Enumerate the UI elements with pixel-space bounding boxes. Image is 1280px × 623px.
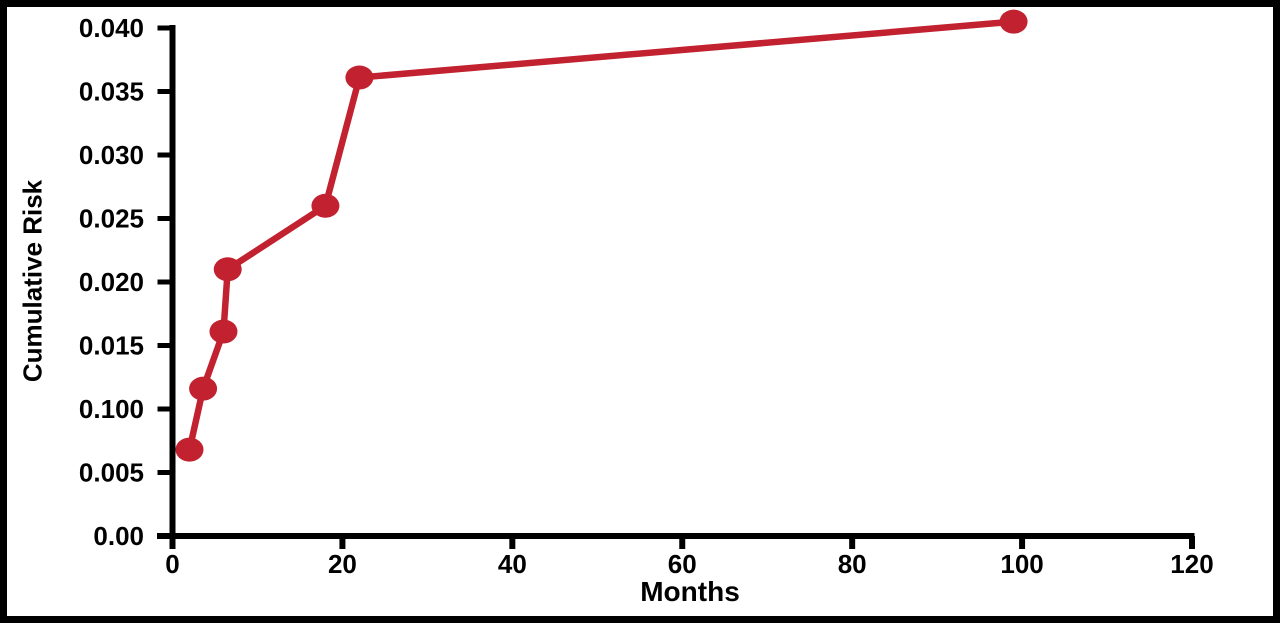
x-tick-label: 120 [1170, 549, 1213, 579]
data-point-marker [209, 319, 238, 344]
y-tick-label: 0.035 [79, 77, 144, 107]
y-tick-label: 0.100 [79, 394, 144, 424]
y-tick-label: 0.025 [79, 204, 144, 234]
data-point-marker [345, 65, 374, 90]
data-point-marker [175, 437, 204, 462]
x-tick-label: 40 [498, 549, 527, 579]
y-tick-label: 0.005 [79, 458, 144, 488]
x-tick-label: 100 [1000, 549, 1043, 579]
y-axis-title: Cumulative Risk [17, 179, 48, 383]
y-tick-label: 0.030 [79, 140, 144, 170]
x-axis-title: Months [640, 576, 740, 607]
y-tick-label: 0.015 [79, 331, 144, 361]
data-point-marker [189, 376, 218, 401]
data-point-marker [999, 9, 1028, 34]
y-tick-label: 0.020 [79, 267, 144, 297]
y-tick-label: 0.00 [93, 521, 144, 551]
x-tick-label: 0 [165, 549, 179, 579]
x-tick-label: 80 [838, 549, 867, 579]
risk-line [186, 18, 1017, 453]
x-tick-label: 60 [668, 549, 697, 579]
data-point-marker [311, 193, 340, 218]
data-point-marker [213, 257, 242, 282]
x-tick-label: 20 [328, 549, 357, 579]
y-tick-label: 0.040 [79, 13, 144, 43]
